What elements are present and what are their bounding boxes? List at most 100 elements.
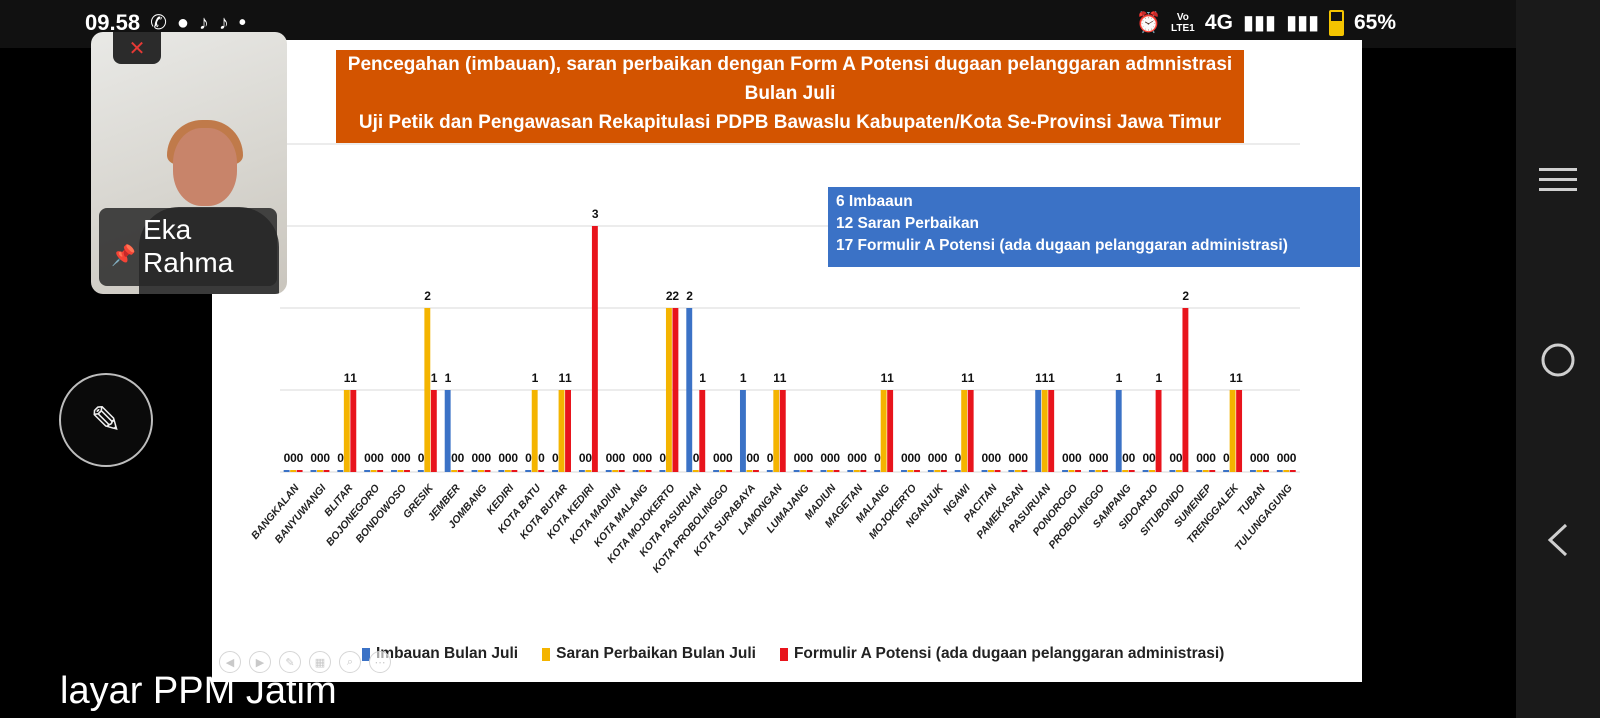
bar xyxy=(632,470,639,472)
data-label: 0 xyxy=(505,451,512,465)
data-label: 0 xyxy=(767,451,774,465)
data-label: 0 xyxy=(1102,451,1109,465)
legend-label: Formulir A Potensi (ada dugaan pelanggar… xyxy=(793,645,1225,662)
bar xyxy=(538,470,545,472)
bar xyxy=(337,470,344,472)
data-label: 0 xyxy=(833,451,840,465)
data-label: 0 xyxy=(907,451,914,465)
bar xyxy=(672,308,679,472)
bar xyxy=(645,470,652,472)
data-label: 0 xyxy=(1203,451,1210,465)
home-button[interactable] xyxy=(1516,335,1600,385)
bar xyxy=(578,470,585,472)
bar xyxy=(350,390,357,472)
legend-swatch xyxy=(362,647,370,661)
data-label: 0 xyxy=(1209,451,1216,465)
bar xyxy=(665,308,672,472)
data-label: 1 xyxy=(1236,371,1243,385)
bar xyxy=(692,470,699,472)
tiktok-icon: ♪ xyxy=(198,12,209,34)
data-label: 0 xyxy=(639,451,646,465)
data-label: 0 xyxy=(1075,451,1082,465)
bar xyxy=(1101,470,1108,472)
data-label: 1 xyxy=(968,371,975,385)
menu-button[interactable] xyxy=(1516,155,1600,205)
presenter-video-tile[interactable]: ✕ 📌 Eka Rahma xyxy=(91,32,287,294)
clock: 09.58 xyxy=(85,10,141,35)
data-label: 0 xyxy=(397,451,404,465)
bar xyxy=(1021,470,1028,472)
bar xyxy=(552,470,558,472)
more-button[interactable]: ⋯ xyxy=(369,651,391,673)
data-label: 0 xyxy=(914,451,921,465)
data-label: 1 xyxy=(773,371,780,385)
data-label: 0 xyxy=(323,451,330,465)
data-label: 0 xyxy=(579,451,586,465)
legend-item-formulir: Formulir A Potensi (ada dugaan pelanggar… xyxy=(779,645,1225,663)
bar xyxy=(1128,470,1135,472)
data-label: 2 xyxy=(666,289,673,303)
back-icon xyxy=(1547,523,1568,557)
data-label: 0 xyxy=(310,451,317,465)
next-slide-button[interactable]: ▶ xyxy=(249,651,271,673)
grid-view-button[interactable]: ▦ xyxy=(309,651,331,673)
data-label: 1 xyxy=(1230,371,1237,385)
data-label: 2 xyxy=(1182,289,1189,303)
data-label: 1 xyxy=(1116,371,1123,385)
data-label: 0 xyxy=(1021,451,1028,465)
data-label: 0 xyxy=(794,451,801,465)
bar xyxy=(1115,390,1122,472)
data-label: 0 xyxy=(713,451,720,465)
data-label: 0 xyxy=(451,451,458,465)
slide-source: Sumber data: Rumah Data, 28 Oktober 2025 xyxy=(634,168,946,185)
data-label: 0 xyxy=(1143,451,1150,465)
bar xyxy=(773,390,780,472)
bar xyxy=(1075,470,1081,472)
bar xyxy=(699,390,706,472)
data-label: 0 xyxy=(364,451,371,465)
prev-slide-button[interactable]: ◀ xyxy=(219,651,241,673)
legend-swatch xyxy=(779,647,788,661)
bar xyxy=(934,470,941,472)
data-label: 0 xyxy=(1015,451,1022,465)
bar xyxy=(1249,470,1256,472)
data-label: 0 xyxy=(1008,451,1015,465)
bar xyxy=(1155,390,1162,472)
pen-annotate-button[interactable]: ✎ xyxy=(59,373,153,467)
data-label: 1 xyxy=(431,371,438,385)
bar xyxy=(874,470,881,472)
data-label: 0 xyxy=(1095,451,1102,465)
bar xyxy=(752,470,759,472)
screen-share-caption: layar PPM Jatim xyxy=(60,670,337,712)
data-label: 0 xyxy=(1223,451,1230,465)
data-label: 0 xyxy=(404,451,411,465)
zoom-button[interactable]: ⌕ xyxy=(339,651,361,673)
bar xyxy=(377,470,384,472)
bar xyxy=(283,470,290,472)
bar xyxy=(511,470,518,472)
summary-formulir: 17 Formulir A Potensi (ada dugaan pelang… xyxy=(836,237,1288,254)
data-label: 1 xyxy=(558,371,565,385)
pen-tool-button[interactable]: ✎ xyxy=(279,651,301,673)
bar xyxy=(471,470,478,472)
data-label: 1 xyxy=(780,371,787,385)
bar xyxy=(290,470,297,472)
bar xyxy=(498,470,505,472)
data-label: 0 xyxy=(988,451,995,465)
network-type: 4G xyxy=(1204,11,1233,34)
bar xyxy=(525,470,532,472)
menu-icon xyxy=(1539,168,1577,191)
data-label: 0 xyxy=(1149,451,1156,465)
bar xyxy=(323,470,330,472)
bar xyxy=(994,470,1001,472)
bar xyxy=(860,470,867,472)
back-button[interactable] xyxy=(1516,515,1600,565)
home-icon xyxy=(1541,343,1575,377)
bar xyxy=(988,470,994,472)
data-label: 0 xyxy=(1277,451,1284,465)
bar xyxy=(1283,470,1290,472)
bar xyxy=(310,470,317,472)
data-label: 0 xyxy=(693,451,700,465)
data-label: 0 xyxy=(646,451,653,465)
signal-icon: ▮▮▮ xyxy=(1242,12,1276,34)
